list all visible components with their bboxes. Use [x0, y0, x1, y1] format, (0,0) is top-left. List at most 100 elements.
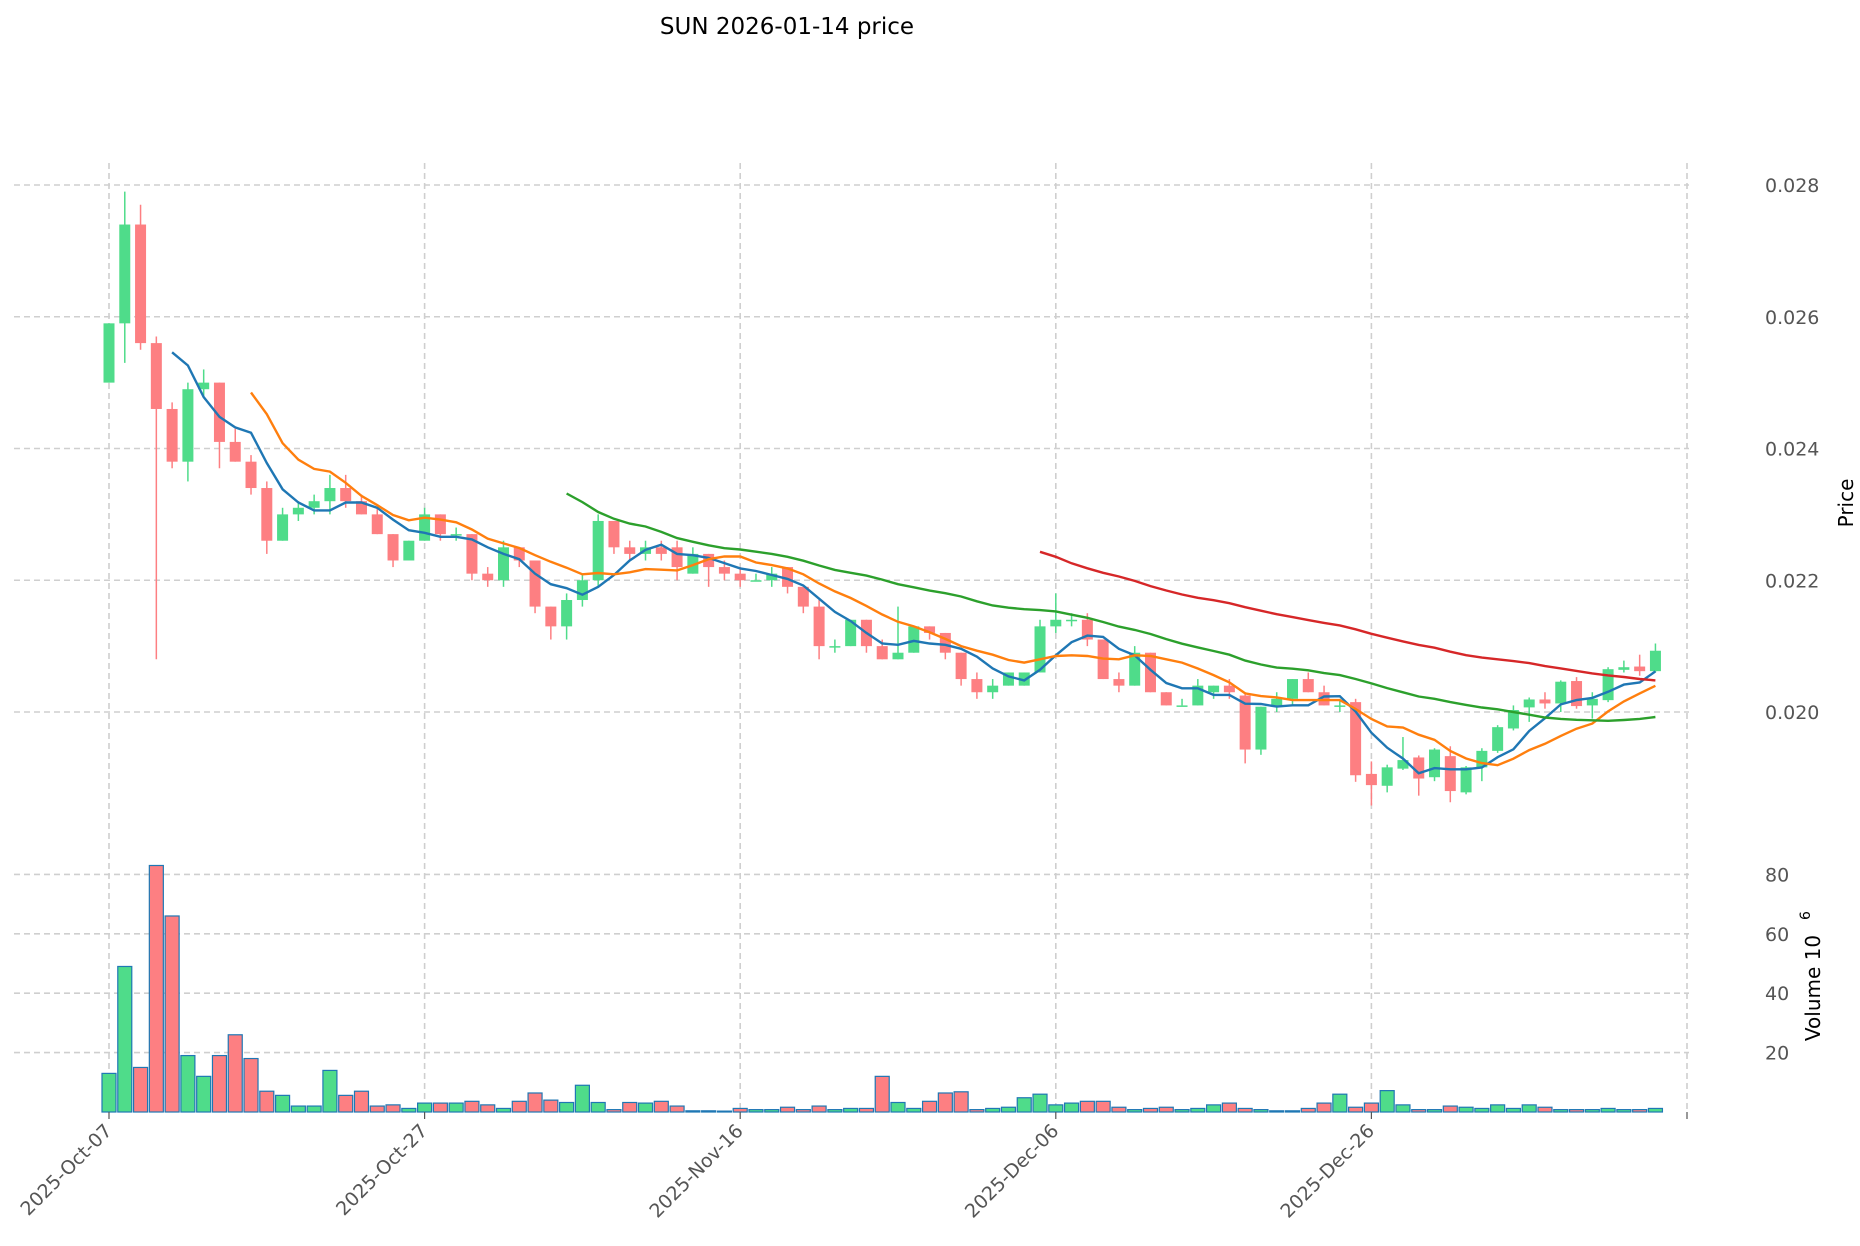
- volume-bar: [322, 1069, 338, 1113]
- volume-bar: [1142, 1107, 1159, 1113]
- candle-body: [1365, 773, 1377, 786]
- candle-body: [892, 652, 904, 660]
- volume-bar: [1269, 1110, 1285, 1113]
- volume-bar: [1411, 1109, 1427, 1113]
- volume-bar: [1584, 1109, 1600, 1113]
- candle-body: [466, 534, 478, 574]
- candle-body: [340, 488, 352, 502]
- volume-bar: [417, 1102, 433, 1113]
- volume-bar: [1158, 1106, 1174, 1113]
- volume-bar: [622, 1101, 638, 1113]
- volume-bar: [1300, 1107, 1316, 1113]
- candle-body: [876, 646, 888, 660]
- volume-bar: [906, 1107, 922, 1113]
- candle-body: [1571, 681, 1583, 707]
- candle-body: [355, 501, 367, 515]
- candle-body: [1334, 705, 1346, 707]
- candle-body: [734, 573, 746, 581]
- candle-body: [829, 646, 841, 648]
- ma-60-line: [1039, 550, 1656, 682]
- candle-body: [103, 323, 115, 383]
- candle-body: [576, 580, 588, 601]
- candle-body: [150, 343, 162, 409]
- volume-tick-label: 20: [1765, 1043, 1789, 1065]
- volume-tick-label: 80: [1765, 864, 1789, 886]
- candle-body: [450, 534, 462, 536]
- candle-body: [1539, 699, 1551, 704]
- ma-5-line: [171, 351, 1657, 775]
- candle-body: [1271, 698, 1283, 706]
- date-tick-label: 2025-Dec-06: [961, 1120, 1064, 1223]
- candle-body: [1555, 681, 1567, 704]
- candle-body: [1507, 710, 1519, 729]
- date-tick-label: 2025-Nov-16: [645, 1120, 747, 1222]
- candle-body: [229, 441, 241, 462]
- candle-body: [987, 685, 999, 693]
- candle-body: [1586, 698, 1598, 706]
- candle-body: [939, 632, 951, 653]
- volume-bar: [764, 1109, 780, 1113]
- candle-body: [1444, 756, 1456, 792]
- candle-body: [119, 224, 131, 324]
- volume-bars: [101, 864, 1664, 1113]
- volume-label-text: Volume 10: [1801, 935, 1825, 1041]
- volume-bar: [1395, 1104, 1411, 1113]
- volume-bar: [338, 1094, 354, 1113]
- volume-bar: [637, 1102, 654, 1113]
- candle-body: [1160, 692, 1172, 706]
- candle-body: [529, 560, 541, 607]
- volume-bar: [653, 1100, 669, 1113]
- volume-bar: [716, 1110, 733, 1113]
- volume-bar: [1442, 1105, 1458, 1113]
- volume-bar: [1063, 1102, 1080, 1113]
- candle-body: [797, 586, 809, 607]
- candle-body: [1318, 692, 1330, 706]
- candle-body: [671, 547, 683, 568]
- candle-body: [1034, 626, 1046, 673]
- volume-bar: [890, 1101, 906, 1113]
- candle-body: [1523, 699, 1535, 708]
- volume-bar: [732, 1107, 748, 1113]
- candle-body: [1302, 679, 1314, 693]
- candle-body: [971, 679, 983, 693]
- candle-body: [308, 501, 320, 508]
- volume-bar: [259, 1090, 275, 1113]
- candle-body: [1066, 619, 1078, 622]
- candle-body: [1239, 695, 1251, 750]
- candle-body: [1492, 727, 1504, 751]
- candle-body: [687, 553, 699, 574]
- volume-bar: [827, 1109, 843, 1113]
- date-tick-label: 2025-Dec-26: [1276, 1120, 1379, 1223]
- volume-bar: [1537, 1106, 1553, 1113]
- volume-bar: [1095, 1100, 1111, 1113]
- volume-bar: [1221, 1102, 1237, 1113]
- volume-bar: [369, 1105, 385, 1113]
- volume-bar: [1505, 1107, 1522, 1113]
- volume-bar: [1079, 1100, 1095, 1113]
- price-tick-label: 0.024: [1765, 439, 1819, 461]
- candle-body: [371, 514, 383, 535]
- volume-bar: [1600, 1107, 1616, 1113]
- volume-bar: [1490, 1104, 1506, 1113]
- volume-bar: [858, 1107, 875, 1113]
- volume-bar: [290, 1105, 306, 1113]
- candle-body: [1429, 749, 1441, 778]
- volume-bar: [353, 1090, 370, 1113]
- volume-label-exponent: 6: [1798, 911, 1814, 920]
- volume-bar: [464, 1100, 480, 1113]
- volume-bar: [669, 1105, 685, 1113]
- candle-body: [766, 573, 778, 581]
- candle-body: [1081, 619, 1093, 640]
- date-tick-label: 2025-Oct-07: [16, 1120, 116, 1220]
- candle-body: [592, 520, 604, 581]
- candle-body: [1050, 619, 1062, 627]
- volume-bar: [1363, 1102, 1380, 1113]
- volume-bar: [1127, 1109, 1143, 1113]
- volume-bar: [543, 1099, 559, 1113]
- volume-bar: [843, 1107, 859, 1113]
- volume-bar: [1032, 1093, 1048, 1113]
- date-tick-label: 2025-Oct-27: [332, 1120, 432, 1220]
- candle-body: [1350, 702, 1362, 776]
- volume-bar: [227, 1034, 243, 1113]
